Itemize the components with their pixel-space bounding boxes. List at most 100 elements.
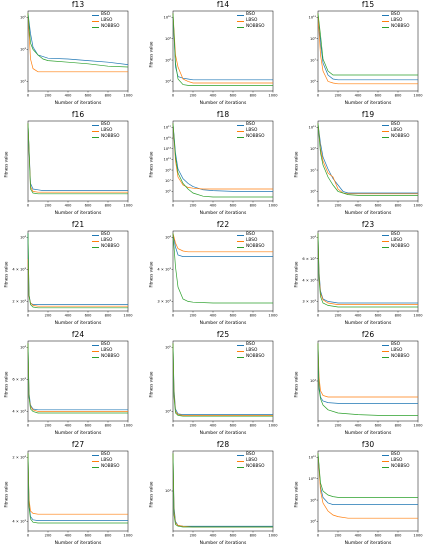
legend-label: NOBBSO [101, 244, 120, 249]
legend-swatch [92, 235, 99, 236]
x-tick-label: 800 [395, 314, 403, 318]
legend-swatch [237, 357, 244, 358]
legend-label: LBSO [391, 128, 403, 133]
legend-item-bso: BSO [90, 122, 128, 128]
y-tick-label: 10¹ [20, 80, 27, 84]
legend-swatch [382, 235, 389, 236]
x-tick-label: 0 [27, 94, 30, 98]
legend-label: BSO [246, 12, 255, 17]
legend-label: LBSO [101, 238, 113, 243]
legend-swatch [92, 131, 99, 132]
y-tick-label: 10¹³ [164, 147, 172, 151]
x-tick-label: 400 [355, 204, 363, 208]
chart-title: f21 [71, 220, 85, 229]
x-tick-label: 600 [375, 94, 383, 98]
chart-title: f25 [216, 330, 230, 339]
x-tick-label: 400 [355, 534, 363, 538]
x-tick-label: 800 [250, 424, 258, 428]
chart-title: f16 [71, 110, 85, 119]
x-tick-label: 600 [85, 314, 93, 318]
legend-label: LBSO [246, 348, 258, 353]
x-tick-label: 1000 [268, 94, 278, 98]
legend-swatch [92, 27, 99, 28]
x-tick-label: 400 [210, 314, 218, 318]
series-line-lbso [317, 13, 418, 85]
legend-item-nobbso: NOBBSO [90, 464, 128, 470]
legend-swatch [237, 137, 244, 138]
y-tick-label: 10⁴ [165, 80, 172, 84]
chart-title: f23 [361, 220, 375, 229]
chart-svg: 0 200 400 600 800 1000 10⁴ 10⁶ 10⁸ 10¹⁰ [164, 10, 278, 98]
x-tick-label: 800 [105, 94, 113, 98]
series-line-nobbso [27, 343, 128, 414]
legend-label: LBSO [246, 238, 258, 243]
y-tick-label: 10⁹ [310, 37, 317, 41]
series-line-lbso [172, 13, 273, 84]
legend: BSO LBSO NOBBSO [380, 342, 418, 360]
legend-item-nobbso: NOBBSO [235, 134, 273, 140]
x-tick-label: 400 [65, 94, 73, 98]
legend-item-nobbso: NOBBSO [90, 134, 128, 140]
x-axis-label: Number of iterations [54, 431, 102, 436]
legend-item-nobbso: NOBBSO [90, 354, 128, 360]
legend-label: BSO [246, 232, 255, 237]
x-tick-label: 1000 [268, 424, 278, 428]
legend-label: BSO [391, 452, 400, 457]
chart-title: f22 [216, 220, 230, 229]
chart-svg: 0 200 400 600 800 1000 10⁴ [165, 450, 278, 538]
plot-frame [317, 10, 419, 92]
chart-panel-f30: f30 Fitness value Number of iterations 0 200… [290, 440, 435, 550]
y-tick-label: 10³ [20, 48, 27, 52]
legend-label: LBSO [101, 18, 113, 23]
legend-label: NOBBSO [246, 244, 265, 249]
y-tick-label: 4 × 10³ [302, 278, 316, 282]
series-line-bso [317, 343, 418, 404]
legend-swatch [237, 15, 244, 16]
legend-label: NOBBSO [246, 464, 265, 469]
y-tick-label: 2 × 10³ [12, 300, 26, 304]
legend-item-nobbso: NOBBSO [235, 464, 273, 470]
legend-label: NOBBSO [391, 244, 410, 249]
series-line-nobbso [317, 343, 418, 416]
x-tick-label: 400 [210, 94, 218, 98]
y-tick-label: 3 × 10³ [302, 300, 316, 304]
x-axis-label: Number of iterations [344, 211, 392, 216]
series-line-nobbso [27, 13, 129, 68]
x-tick-label: 400 [210, 424, 218, 428]
legend-item-lbso: LBSO [380, 458, 418, 464]
legend-item-bso: BSO [235, 342, 273, 348]
legend-label: BSO [246, 342, 255, 347]
x-tick-label: 0 [27, 534, 30, 538]
y-tick-label: 3 × 10³ [157, 300, 171, 304]
legend-item-nobbso: NOBBSO [380, 354, 418, 360]
legend-swatch [382, 21, 389, 22]
y-tick-label: 6 × 10³ [12, 378, 26, 382]
x-tick-label: 1000 [123, 94, 133, 98]
x-tick-label: 0 [172, 204, 175, 208]
y-tick-label: 4 × 10³ [12, 520, 26, 524]
chart-svg: 0 200 400 600 800 1000 3 × 10³ 4 × 10³ 6 × 10³ 10… [302, 230, 423, 318]
x-tick-label: 1000 [413, 94, 423, 98]
legend-item-lbso: LBSO [235, 128, 273, 134]
x-tick-label: 600 [375, 424, 383, 428]
y-tick-label: 10⁴ [165, 236, 172, 240]
legend-swatch [237, 21, 244, 22]
plot-frame [172, 230, 274, 312]
legend-swatch [92, 461, 99, 462]
x-axis-label: Number of iterations [344, 431, 392, 436]
series-line-nobbso [27, 233, 128, 309]
legend-label: LBSO [246, 128, 258, 133]
x-axis-label: Number of iterations [54, 101, 102, 106]
x-tick-label: 0 [27, 204, 30, 208]
legend-label: LBSO [101, 348, 113, 353]
legend: BSO LBSO NOBBSO [90, 342, 128, 360]
series-line-bso [317, 13, 418, 81]
x-tick-label: 1000 [413, 424, 423, 428]
legend: BSO LBSO NOBBSO [90, 232, 128, 250]
x-tick-label: 1000 [123, 204, 133, 208]
series-line-lbso [27, 453, 128, 515]
y-tick-label: 10⁷ [310, 58, 317, 62]
series-line-lbso [27, 123, 128, 193]
legend-item-lbso: LBSO [90, 238, 128, 244]
legend-item-lbso: LBSO [235, 458, 273, 464]
